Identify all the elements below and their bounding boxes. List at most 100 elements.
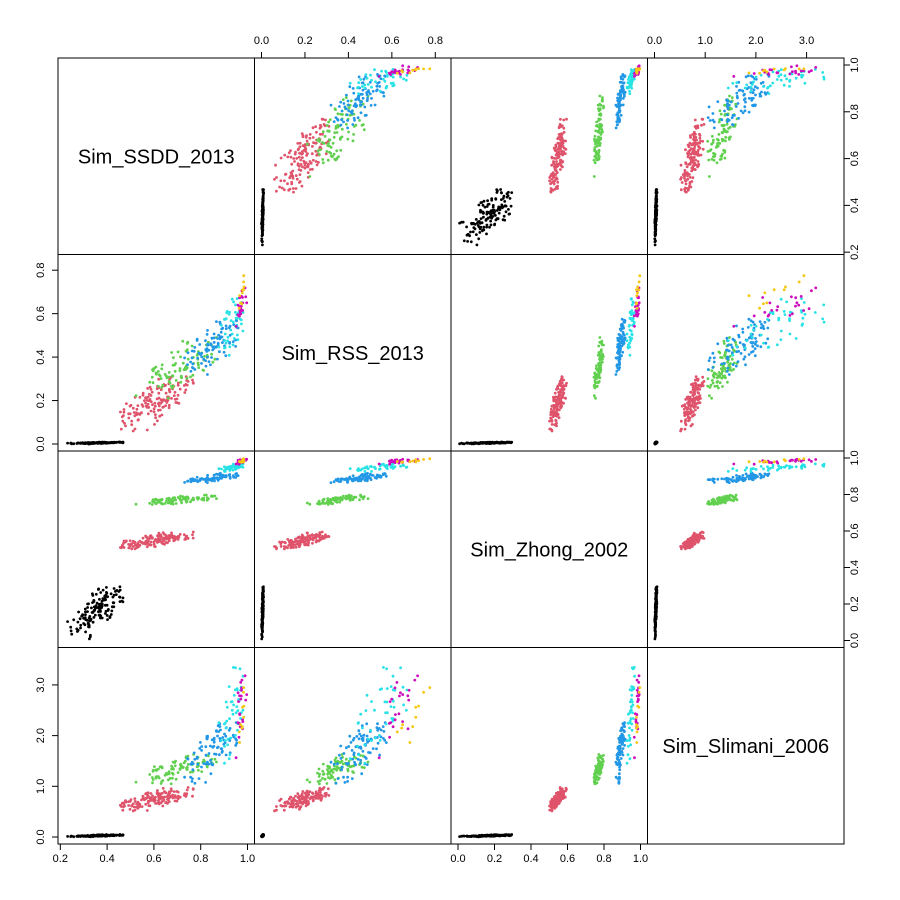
data-point <box>329 103 333 107</box>
data-point <box>339 136 342 140</box>
data-point <box>363 114 367 117</box>
data-point <box>462 239 466 243</box>
data-point <box>752 328 755 332</box>
data-point <box>141 405 145 408</box>
data-point <box>559 405 562 409</box>
data-point <box>465 225 468 229</box>
data-point <box>229 319 233 322</box>
data-point <box>602 343 605 347</box>
data-point <box>594 396 597 400</box>
data-point <box>615 123 619 127</box>
data-point <box>766 85 770 89</box>
data-point <box>147 537 151 540</box>
data-point <box>762 302 765 306</box>
data-point <box>490 197 494 201</box>
data-point <box>552 175 555 179</box>
data-point <box>241 309 245 312</box>
data-point <box>505 195 509 199</box>
data-point <box>653 623 657 627</box>
data-point <box>720 356 724 360</box>
data-point <box>288 187 292 191</box>
data-point <box>595 138 599 142</box>
data-point <box>234 303 237 307</box>
data-point <box>184 349 188 353</box>
data-point <box>485 210 489 214</box>
data-point <box>625 85 629 89</box>
data-point <box>225 311 229 315</box>
data-point <box>598 336 602 339</box>
data-point <box>508 212 511 216</box>
data-point <box>319 123 322 127</box>
data-point <box>399 464 402 468</box>
data-point <box>70 632 74 636</box>
data-point <box>122 414 125 417</box>
data-point <box>240 291 244 295</box>
data-point <box>767 73 771 76</box>
data-point <box>596 144 599 148</box>
data-point <box>548 179 551 183</box>
data-point <box>417 67 420 70</box>
data-point <box>234 345 238 348</box>
data-point <box>637 288 641 292</box>
data-point <box>741 89 745 93</box>
data-point <box>226 339 230 343</box>
data-point <box>712 356 716 360</box>
data-point <box>628 353 632 357</box>
data-point <box>479 217 483 221</box>
data-point <box>599 133 603 136</box>
data-point <box>553 405 557 408</box>
data-point <box>684 190 688 194</box>
data-point <box>713 154 717 158</box>
data-point <box>371 89 375 93</box>
data-point <box>700 123 703 127</box>
data-point <box>152 410 156 414</box>
data-point <box>362 495 366 498</box>
data-point <box>92 599 96 603</box>
data-point <box>557 147 561 151</box>
data-point <box>357 75 361 79</box>
data-point <box>743 105 747 109</box>
data-point <box>496 217 500 221</box>
data-point <box>118 595 121 599</box>
data-point <box>482 199 486 203</box>
data-point <box>148 543 152 547</box>
data-point <box>183 481 187 484</box>
data-point <box>312 141 315 145</box>
data-point <box>635 69 638 72</box>
data-point <box>306 152 309 156</box>
data-point <box>200 362 203 365</box>
data-point <box>496 441 499 444</box>
data-point <box>176 381 180 385</box>
data-point <box>224 324 228 328</box>
data-point <box>359 493 362 497</box>
data-point <box>127 416 131 420</box>
data-point <box>735 476 739 480</box>
data-point <box>110 440 114 444</box>
data-point <box>683 542 687 545</box>
data-point <box>715 161 719 165</box>
data-point <box>319 537 323 541</box>
data-point <box>707 158 711 162</box>
data-point <box>630 319 634 322</box>
data-point <box>319 148 322 152</box>
data-point <box>81 614 84 617</box>
data-point <box>391 460 395 464</box>
data-point <box>336 479 339 483</box>
data-point <box>710 134 714 138</box>
data-point <box>741 327 745 331</box>
data-point <box>205 498 209 502</box>
panel-Sim_Zhong_2002-vs-Sim_RSS_2013 <box>254 450 452 648</box>
data-point <box>185 383 189 387</box>
data-point <box>86 606 89 609</box>
data-point <box>730 346 734 349</box>
data-point <box>481 210 485 214</box>
data-point <box>373 103 377 107</box>
data-point <box>223 339 226 342</box>
data-point <box>597 135 600 139</box>
data-point <box>779 338 783 341</box>
data-point <box>342 120 345 124</box>
data-point <box>192 349 196 353</box>
data-point <box>160 498 164 501</box>
data-point <box>370 470 373 473</box>
data-point <box>132 411 136 414</box>
